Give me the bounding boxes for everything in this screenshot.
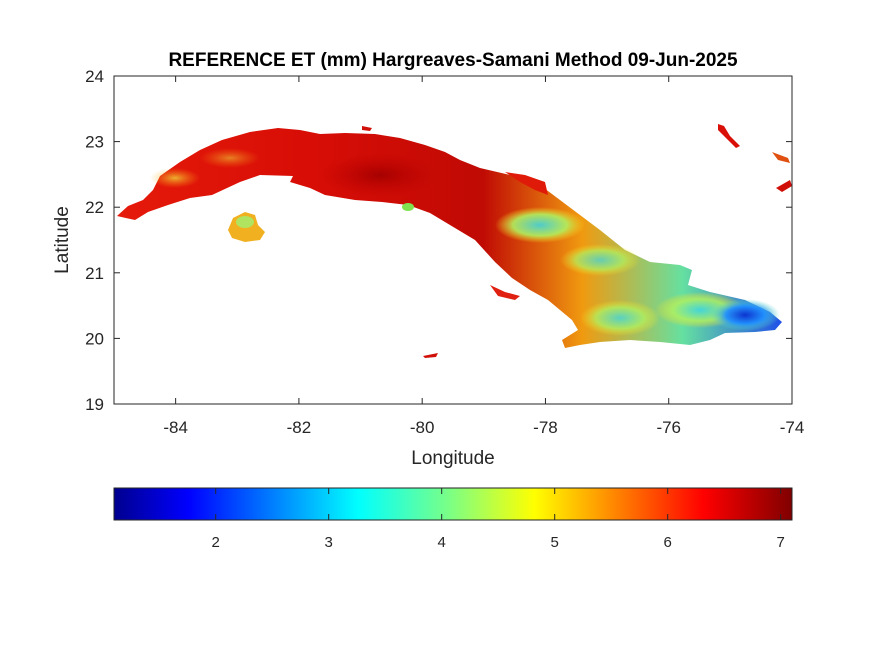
colorbar-tick-label: 6: [664, 534, 672, 551]
plot-area: [114, 76, 792, 404]
y-tick-label: 22: [85, 198, 104, 217]
y-tick-label: 23: [85, 133, 104, 152]
x-axis: -84 -82 -80 -78 -76 -74: [163, 76, 804, 437]
chart-title: REFERENCE ET (mm) Hargreaves-Samani Meth…: [168, 50, 738, 71]
x-tick-label: -82: [287, 418, 312, 437]
islet-north-east: [718, 124, 740, 148]
keys-south: [490, 285, 520, 300]
key-north: [362, 126, 372, 131]
x-tick-label: -78: [533, 418, 558, 437]
cuba-main-island: [117, 128, 782, 348]
x-tick-label: -74: [780, 418, 805, 437]
colorbar-tick-label: 3: [325, 534, 333, 551]
islet-east-1: [772, 152, 790, 163]
y-axis-label: Latitude: [52, 206, 73, 274]
et-heatmap: [117, 124, 792, 358]
x-tick-label: -84: [163, 418, 188, 437]
y-tick-label: 21: [85, 264, 104, 283]
keys-north-central: [505, 172, 548, 195]
colorbar-tick-label: 4: [438, 534, 446, 551]
islet-south: [423, 353, 438, 358]
colorbar-tick-label: 2: [212, 534, 220, 551]
y-tick-label: 24: [85, 67, 104, 86]
y-tick-label: 19: [85, 395, 104, 414]
x-tick-label: -76: [656, 418, 681, 437]
x-tick-label: -80: [410, 418, 435, 437]
colorbar-tick-label: 5: [551, 534, 559, 551]
y-axis: 19 20 21 22 23 24: [85, 67, 792, 414]
y-tick-label: 20: [85, 329, 104, 348]
islet-east-2: [776, 180, 792, 192]
axes-box: [113, 75, 793, 405]
colorbar-tick-label: 7: [777, 534, 785, 551]
colorbar: [113, 487, 793, 521]
x-axis-label: Longitude: [411, 448, 494, 469]
colorbar-ticks: 2 3 4 5 6 7: [212, 488, 785, 551]
